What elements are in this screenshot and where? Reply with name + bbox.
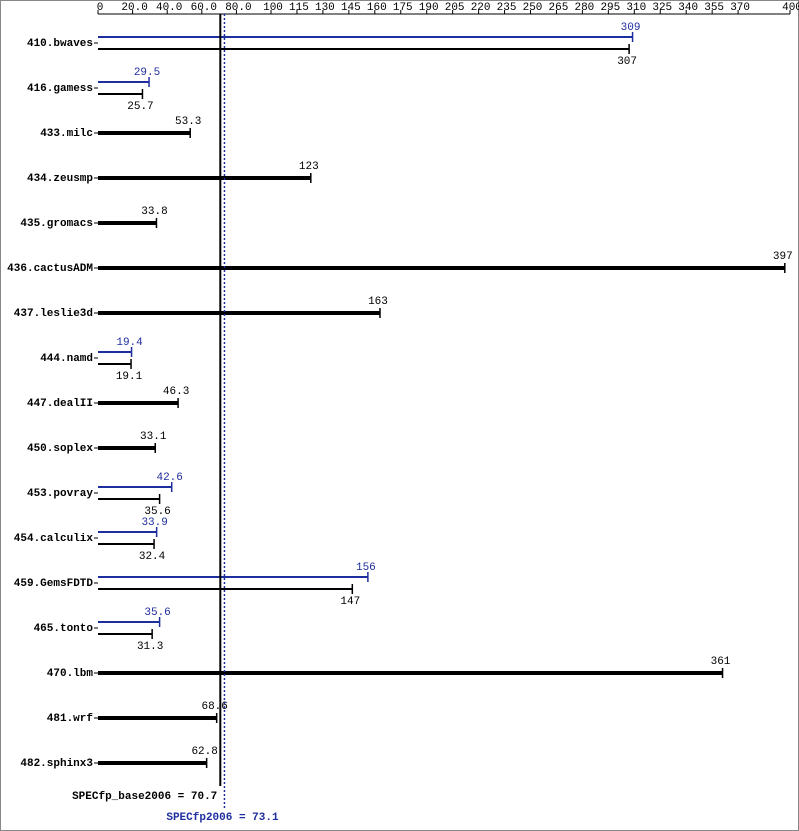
x-tick-label: 115 [289,2,309,14]
value-label: 19.1 [116,371,143,383]
x-tick-label: 400 [782,2,799,14]
x-tick-label: 130 [315,2,335,14]
x-tick-label: 190 [419,2,439,14]
category-label: 437.leslie3d [14,308,93,320]
category-label: 465.tonto [34,623,94,635]
x-tick-label: 370 [730,2,750,14]
value-label: 25.7 [127,101,153,113]
x-tick-label: 60.0 [191,2,217,14]
category-label: 444.namd [40,353,93,365]
category-label: 450.soplex [27,443,93,455]
category-label: 459.GemsFDTD [14,578,94,590]
x-tick-label: 160 [367,2,387,14]
x-tick-label: 20.0 [121,2,147,14]
value-label: 29.5 [134,67,160,79]
value-label: 307 [617,56,637,68]
value-label: 35.6 [144,506,170,518]
x-tick-label: 250 [523,2,543,14]
value-label: 33.8 [141,206,167,218]
value-label: 31.3 [137,641,163,653]
value-label: 156 [356,562,376,574]
value-label: 42.6 [156,472,182,484]
x-tick-label: 220 [471,2,491,14]
value-label: 123 [299,161,319,173]
category-label: 433.milc [40,128,93,140]
category-label: 416.gamess [27,83,93,95]
x-tick-label: 175 [393,2,413,14]
value-label: 147 [340,596,360,608]
value-label: 62.8 [191,746,217,758]
value-label: 53.3 [175,116,201,128]
x-tick-label: 205 [445,2,465,14]
category-label: 482.sphinx3 [20,758,93,770]
x-tick-label: 40.0 [156,2,182,14]
value-label: 46.3 [163,386,189,398]
value-label: 35.6 [144,607,170,619]
value-label: 19.4 [116,337,143,349]
x-tick-label: 100 [263,2,283,14]
value-label: 361 [711,656,731,668]
x-tick-label: 145 [341,2,361,14]
category-label: 454.calculix [14,533,94,545]
x-tick-label: 0 [97,2,104,14]
x-tick-label: 310 [626,2,646,14]
reference-label: SPECfp_base2006 = 70.7 [72,791,217,803]
value-label: 163 [368,296,388,308]
category-label: 453.povray [27,488,93,500]
x-tick-label: 340 [678,2,698,14]
x-tick-label: 80.0 [225,2,251,14]
x-tick-label: 265 [549,2,569,14]
reference-label: SPECfp2006 = 73.1 [166,812,279,824]
category-label: 447.dealII [27,398,93,410]
x-tick-label: 355 [704,2,724,14]
x-tick-label: 280 [574,2,594,14]
x-tick-label: 235 [497,2,517,14]
value-label: 397 [773,251,793,263]
category-label: 481.wrf [47,713,94,725]
value-label: 33.1 [140,431,167,443]
value-label: 32.4 [139,551,166,563]
x-tick-label: 295 [600,2,620,14]
category-label: 436.cactusADM [7,263,93,275]
category-label: 434.zeusmp [27,173,93,185]
value-label: 33.9 [141,517,167,529]
category-label: 470.lbm [47,668,94,680]
value-label: 309 [621,22,641,34]
category-label: 435.gromacs [20,218,93,230]
category-label: 410.bwaves [27,38,93,50]
x-tick-label: 325 [652,2,672,14]
